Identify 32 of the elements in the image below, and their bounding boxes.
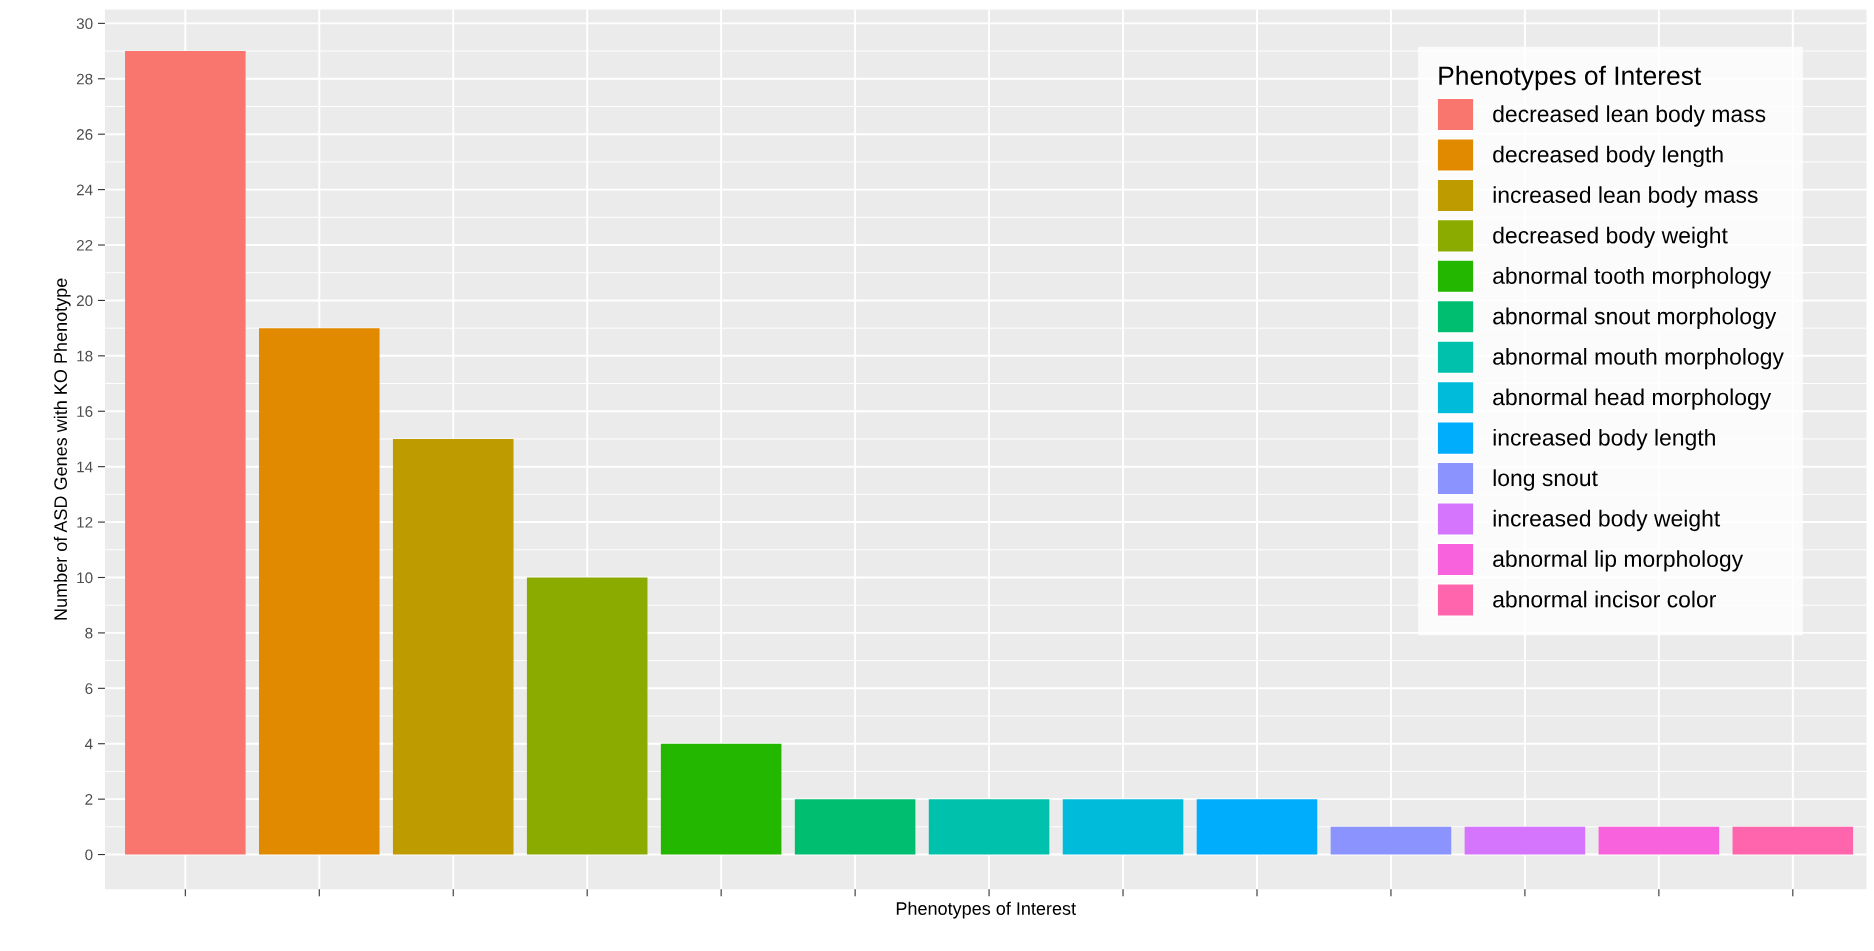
y-tick-label: 18 [77,350,93,362]
y-tick-label: 0 [85,849,93,861]
y-tick-label: 30 [76,18,93,30]
y-tick-label: 2 [85,794,93,805]
legend-label: decreased body weight [1493,226,1728,249]
legend-label: abnormal mouth morphology [1493,348,1784,370]
y-tick-label: 28 [76,73,93,85]
y-tick-label: 26 [76,129,93,140]
y-tick-label: 10 [77,572,93,584]
y-tick-label: 12 [77,516,93,528]
legend-label: abnormal snout morphology [1493,307,1777,329]
legend-label: abnormal incisor color [1493,590,1716,608]
y-tick-label: 8 [85,627,93,639]
y-tick-label: 16 [77,406,93,417]
y-axis-title: Number of ASD Genes with KO Phenotype [53,278,71,620]
legend-label: increased body length [1493,428,1715,451]
legend-label: long snout [1493,469,1598,491]
legend-title: Phenotypes of Interest [1439,65,1702,91]
legend-label: increased lean body mass [1493,186,1758,208]
legend-label: abnormal lip morphology [1493,550,1744,572]
x-axis-title: Phenotypes of Interest [896,901,1076,919]
y-tick-label: 6 [85,683,93,694]
y-tick-label: 14 [77,461,93,473]
legend-label: abnormal head morphology [1493,388,1772,410]
legend-label: decreased lean body mass [1493,105,1766,127]
legend-label: decreased body length [1493,145,1723,168]
y-tick-label: 22 [76,239,93,251]
legend-label: abnormal tooth morphology [1493,267,1772,289]
y-tick-label: 20 [76,295,93,307]
legend-label: increased body weight [1493,509,1721,532]
y-tick-label: 24 [76,184,93,196]
y-tick-label: 4 [84,738,93,750]
